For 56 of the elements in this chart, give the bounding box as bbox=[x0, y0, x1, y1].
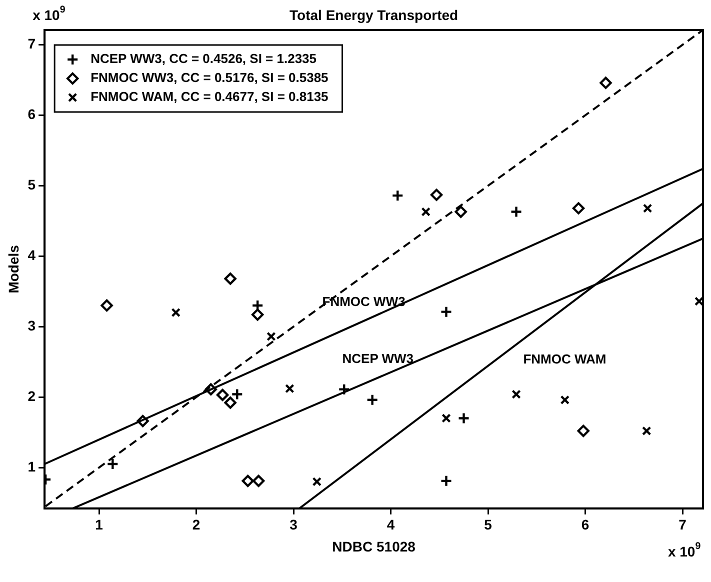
point bbox=[231, 388, 244, 400]
point bbox=[216, 388, 229, 402]
point bbox=[512, 390, 521, 399]
point bbox=[106, 458, 119, 470]
point bbox=[572, 202, 585, 214]
y-tick-label: 1 bbox=[28, 458, 36, 474]
series-label: FNMOC WAM bbox=[523, 351, 606, 366]
x-tick-label: 3 bbox=[290, 516, 298, 533]
x-tick-label: 2 bbox=[192, 516, 200, 533]
point bbox=[251, 308, 264, 321]
point bbox=[204, 383, 217, 396]
series-label: NCEP WW3 bbox=[342, 351, 414, 366]
x-tick-label: 6 bbox=[581, 516, 590, 533]
point bbox=[454, 206, 467, 218]
point bbox=[242, 474, 254, 488]
point bbox=[224, 272, 236, 285]
point bbox=[430, 188, 443, 201]
point bbox=[366, 394, 378, 406]
x-tick-label: 7 bbox=[678, 516, 687, 533]
point bbox=[136, 414, 149, 428]
point bbox=[642, 204, 652, 213]
x-tick-label: 1 bbox=[95, 516, 104, 533]
point bbox=[600, 76, 612, 89]
point bbox=[224, 396, 236, 409]
point bbox=[252, 474, 265, 488]
x-tick-label: 4 bbox=[386, 516, 395, 533]
chart-title: Total Energy Transported bbox=[290, 6, 458, 23]
series-label: FNMOC WW3 bbox=[322, 294, 406, 309]
y-tick-label: 6 bbox=[28, 106, 36, 122]
y-tick-label: 7 bbox=[28, 36, 36, 52]
legend-label: FNMOC WW3, CC = 0.5176, SI = 0.5385 bbox=[90, 70, 328, 86]
point bbox=[266, 332, 276, 342]
point bbox=[171, 308, 181, 318]
point bbox=[285, 384, 294, 394]
point bbox=[510, 206, 522, 218]
y-axis-title: Models bbox=[5, 244, 22, 294]
point bbox=[642, 426, 652, 436]
point bbox=[560, 395, 570, 405]
legend-label: NCEP WW3, CC = 0.4526, SI = 1.2335 bbox=[90, 51, 317, 66]
point bbox=[442, 414, 451, 423]
point bbox=[312, 476, 322, 486]
x-axis-title: NDBC 51028 bbox=[332, 538, 416, 554]
legend-label: FNMOC WAM, CC = 0.4677, SI = 0.8135 bbox=[90, 89, 328, 104]
y-tick-label: 3 bbox=[28, 317, 36, 334]
point bbox=[440, 474, 452, 488]
y-tick-label: 4 bbox=[28, 247, 36, 264]
point bbox=[100, 299, 113, 312]
y-tick-label: 5 bbox=[28, 176, 36, 193]
point bbox=[577, 424, 590, 437]
point bbox=[392, 189, 404, 202]
point bbox=[694, 296, 703, 306]
point bbox=[458, 412, 470, 424]
point bbox=[421, 207, 430, 216]
x-tick-label: 5 bbox=[484, 516, 492, 533]
y-tick-label: 2 bbox=[28, 388, 36, 404]
point bbox=[440, 306, 452, 318]
